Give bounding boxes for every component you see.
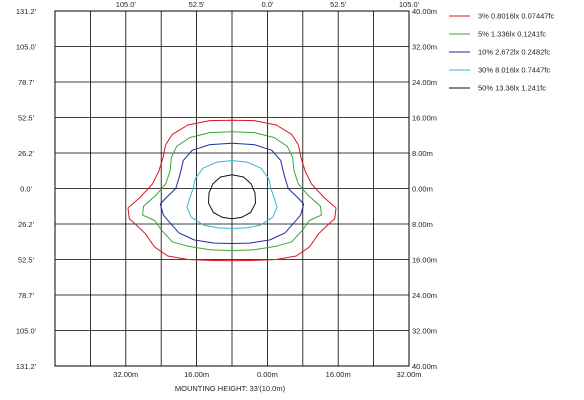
x-tick-label-top: 52.5' bbox=[189, 0, 206, 9]
y-tick-label-left: 131.2' bbox=[16, 362, 37, 371]
y-tick-label-left: 131.2' bbox=[16, 7, 37, 16]
y-tick-label-right: 16.00m bbox=[412, 114, 437, 123]
x-tick-label-top: 0.0' bbox=[261, 0, 273, 9]
legend-label: 30% 8.016lx 0.7447fc bbox=[478, 66, 550, 75]
legend-label: 5% 1.336lx 0.1241fc bbox=[478, 30, 546, 39]
x-tick-label-bottom: 0.00m bbox=[257, 370, 278, 379]
y-tick-label-left: 52.5' bbox=[18, 256, 35, 265]
y-tick-label-right: 8.00m bbox=[412, 149, 433, 158]
contour-series-3 bbox=[159, 142, 305, 244]
y-tick-label-right: 16.00m bbox=[412, 256, 437, 265]
contour-series-1 bbox=[127, 119, 337, 262]
y-tick-label-left: 78.7' bbox=[18, 78, 35, 87]
x-tick-label-top: 105.0' bbox=[399, 0, 420, 9]
x-tick-label-bottom: 32.00m bbox=[113, 370, 138, 379]
x-axis-top-ticks: 105.0' 52.5' 0.0' 52.5' 105.0' bbox=[116, 0, 420, 9]
grid-lines bbox=[55, 11, 409, 366]
x-tick-label-bottom: 32.00m bbox=[396, 370, 421, 379]
y-tick-label-right: 24.00m bbox=[412, 291, 437, 300]
y-axis-right-ticks: 40.00m 32.00m 24.00m 16.00m 8.00m 0.00m 8.00m 1… bbox=[412, 7, 437, 371]
contour-series-4 bbox=[186, 160, 278, 229]
y-tick-label-left: 105.0' bbox=[16, 327, 37, 336]
contour-series-5 bbox=[208, 174, 256, 220]
y-tick-label-left: 105.0' bbox=[16, 43, 37, 52]
legend-label: 10% 2.672lx 0.2482fc bbox=[478, 48, 550, 57]
plot-frame bbox=[54, 10, 410, 367]
y-tick-label-right: 8.00m bbox=[412, 220, 433, 229]
y-tick-label-right: 32.00m bbox=[412, 43, 437, 52]
x-tick-label-bottom: 16.00m bbox=[326, 370, 351, 379]
contour-lines bbox=[127, 119, 337, 262]
x-tick-label-top: 105.0' bbox=[116, 0, 137, 9]
x-tick-label-bottom: 16.00m bbox=[184, 370, 209, 379]
y-tick-label-left: 78.7' bbox=[18, 291, 35, 300]
y-tick-label-right: 40.00m bbox=[412, 362, 437, 371]
y-tick-label-left: 26.2' bbox=[18, 149, 35, 158]
y-tick-label-right: 0.00m bbox=[412, 185, 433, 194]
y-tick-label-left: 52.5' bbox=[18, 114, 35, 123]
y-tick-label-right: 24.00m bbox=[412, 78, 437, 87]
y-axis-left-ticks: 131.2' 105.0' 78.7' 52.5' 26.2' 0.0' 26.2' 52.5… bbox=[16, 7, 37, 371]
legend: 3% 0.8016lx 0.07447fc 5% 1.336lx 0.1241fc… bbox=[449, 12, 555, 93]
x-axis-label: MOUNTING HEIGHT: 33'(10.0m) bbox=[175, 384, 286, 393]
contour-series-2 bbox=[142, 131, 322, 252]
legend-label: 50% 13.36lx 1.241fc bbox=[478, 84, 546, 93]
y-tick-label-left: 26.2' bbox=[18, 220, 35, 229]
y-tick-label-left: 0.0' bbox=[20, 185, 32, 194]
x-tick-label-top: 52.5' bbox=[330, 0, 347, 9]
legend-label: 3% 0.8016lx 0.07447fc bbox=[478, 12, 555, 21]
y-tick-label-right: 32.00m bbox=[412, 327, 437, 336]
y-tick-label-right: 40.00m bbox=[412, 7, 437, 16]
x-axis-bottom-ticks: 32.00m 16.00m 0.00m 16.00m 32.00m bbox=[113, 370, 421, 379]
